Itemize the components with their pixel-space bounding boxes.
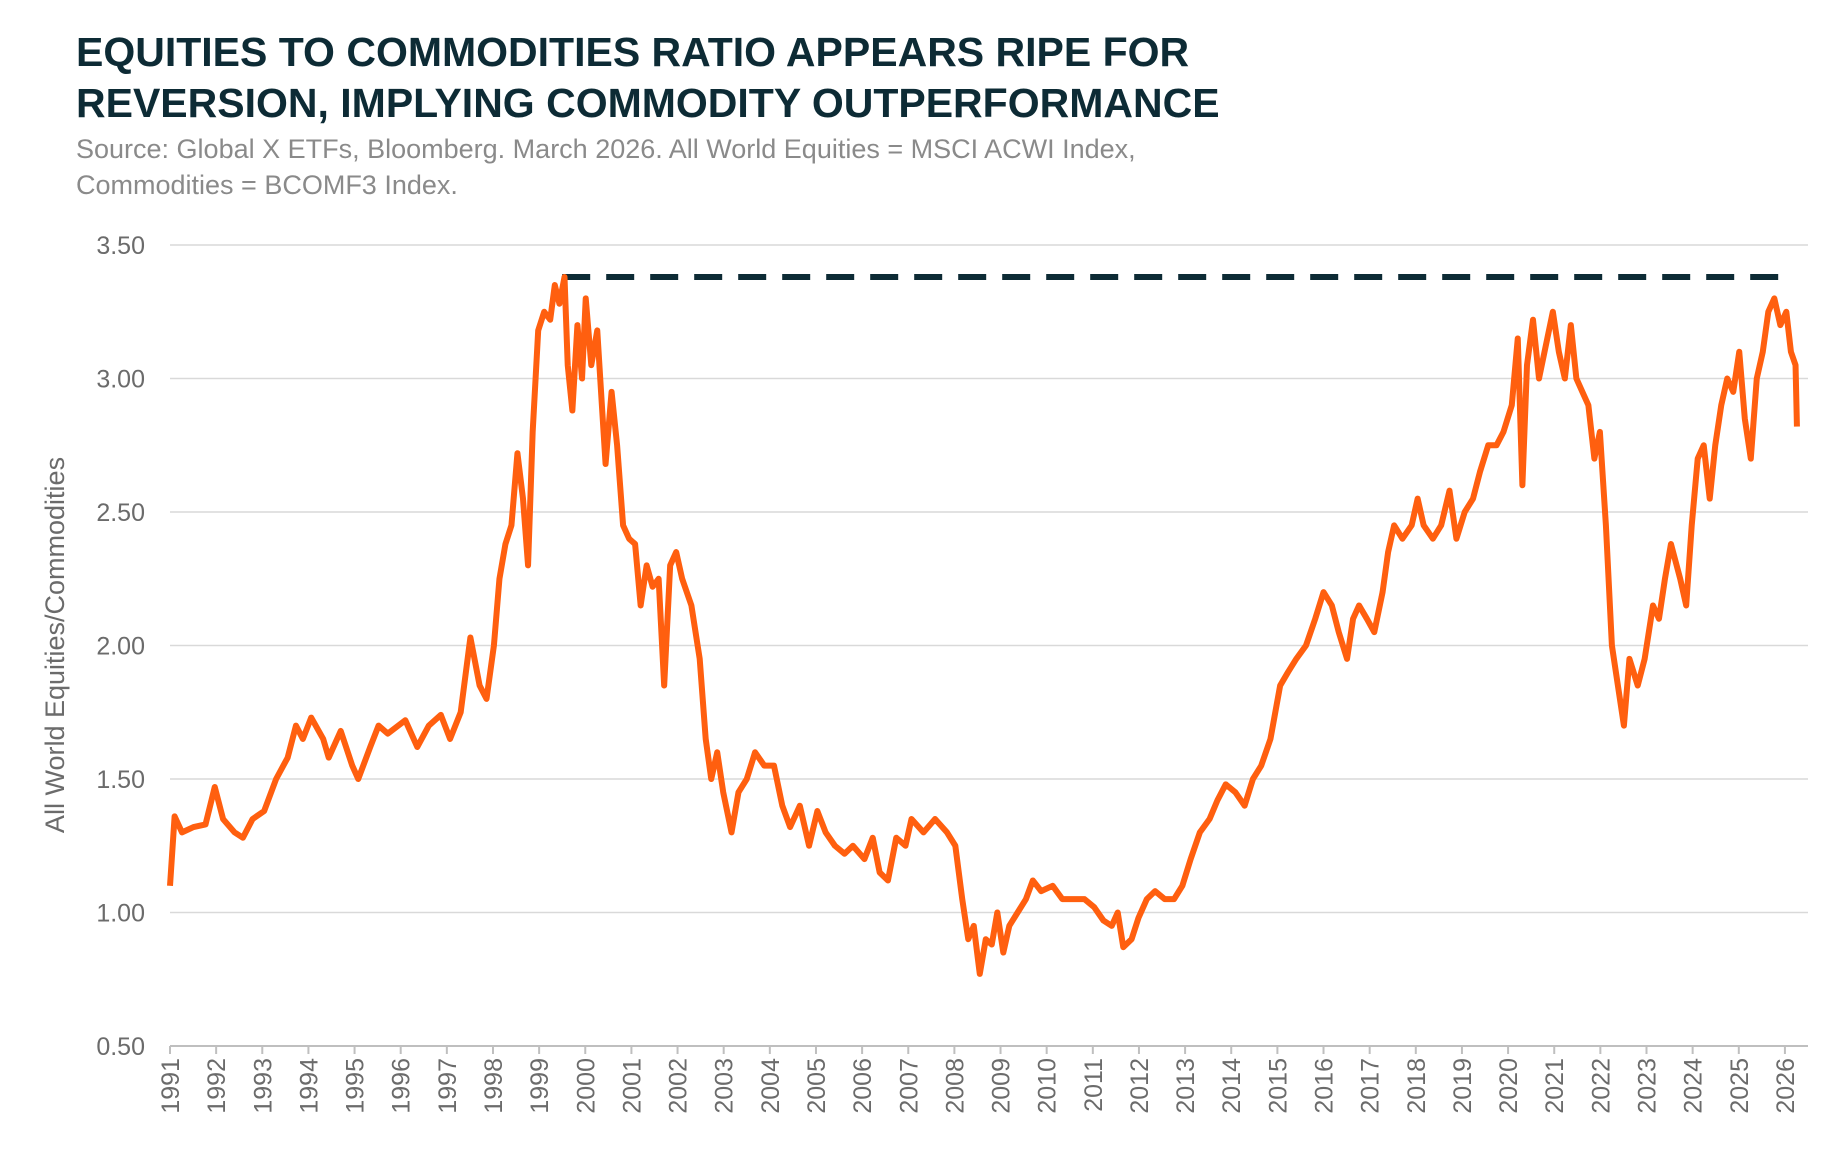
x-tick-label: 2002 (665, 1058, 693, 1114)
x-tick-label: 1992 (203, 1058, 231, 1114)
x-tick-label: 2011 (1080, 1058, 1108, 1112)
y-tick-label: 0.50 (96, 1033, 145, 1061)
y-tick-label: 1.50 (96, 766, 145, 794)
x-tick-label: 2020 (1495, 1058, 1523, 1114)
chart-subtitle: Source: Global X ETFs, Bloomberg. March … (76, 134, 1136, 164)
y-tick-label: 1.00 (96, 900, 145, 928)
x-tick-label: 1994 (295, 1058, 323, 1114)
data-line (167, 274, 1800, 977)
x-tick-label: 2004 (757, 1058, 785, 1114)
y-tick-label: 2.50 (96, 499, 145, 527)
x-tick-label: 2013 (1172, 1058, 1200, 1114)
x-tick-label: 2007 (895, 1058, 923, 1114)
x-tick-label: 1998 (480, 1058, 508, 1114)
x-tick-label: 2000 (572, 1058, 600, 1114)
y-tick-label: 3.50 (96, 232, 145, 260)
x-tick-label: 2009 (988, 1058, 1016, 1114)
x-tick-label: 2021 (1541, 1058, 1569, 1114)
x-tick-label: 2005 (803, 1058, 831, 1114)
x-tick-label: 1991 (157, 1058, 185, 1114)
x-tick-label: 2012 (1126, 1058, 1154, 1114)
x-tick-label: 1999 (526, 1058, 554, 1114)
y-axis-title: All World Equities/Commodities (40, 457, 70, 833)
x-tick-label: 2008 (941, 1058, 969, 1114)
x-tick-label: 2019 (1449, 1058, 1477, 1114)
x-tick-label: 2023 (1634, 1058, 1662, 1114)
x-tick-label: 1995 (342, 1058, 370, 1114)
x-tick-label: 2024 (1680, 1058, 1708, 1114)
y-tick-label: 3.00 (96, 366, 145, 394)
y-tick-label: 2.00 (96, 633, 145, 661)
x-tick-label: 2016 (1311, 1058, 1339, 1114)
x-tick-label: 2017 (1357, 1058, 1385, 1114)
x-tick-label: 1993 (249, 1058, 277, 1114)
x-tick-label: 2006 (849, 1058, 877, 1114)
x-tick-label: 2026 (1772, 1058, 1800, 1114)
x-tick-label: 2014 (1218, 1058, 1246, 1114)
x-tick-label: 2003 (711, 1058, 739, 1114)
chart-subtitle: Commodities = BCOMF3 Index. (76, 170, 458, 200)
x-tick-label: 2018 (1403, 1058, 1431, 1114)
chart-title: EQUITIES TO COMMODITIES RATIO APPEARS RI… (76, 29, 1189, 75)
x-tick-label: 2015 (1264, 1058, 1292, 1114)
chart-title: REVERSION, IMPLYING COMMODITY OUTPERFORM… (76, 80, 1220, 126)
x-tick-label: 1997 (434, 1058, 462, 1114)
x-tick-label: 2010 (1034, 1058, 1062, 1114)
x-tick-label: 2001 (618, 1058, 646, 1114)
x-tick-label: 1996 (388, 1058, 416, 1114)
x-tick-label: 2025 (1726, 1058, 1754, 1114)
x-tick-label: 2022 (1587, 1058, 1615, 1114)
